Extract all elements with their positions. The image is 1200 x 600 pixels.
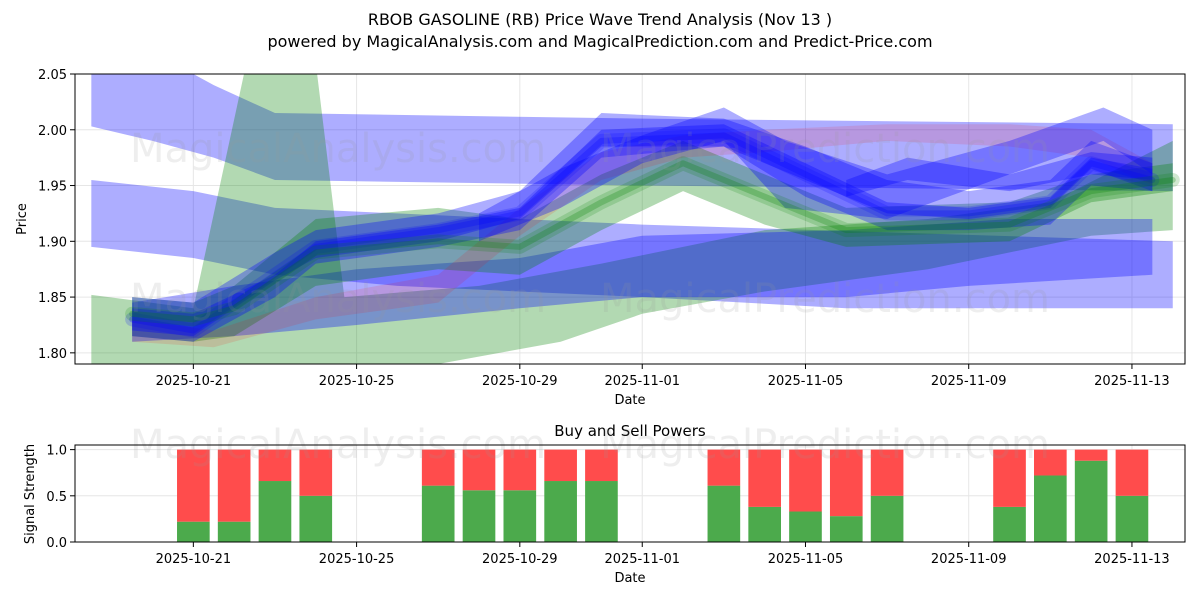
price-core-glow-green — [125, 156, 1180, 327]
sell-bar — [299, 449, 333, 496]
price-core-glow-blue — [125, 128, 1160, 338]
price-band-blue — [479, 107, 1153, 242]
price-y-tick-label: 1.80 — [38, 347, 67, 362]
buy-bar — [462, 490, 496, 542]
buy-bar — [1115, 495, 1149, 542]
sell-bar — [1034, 449, 1067, 476]
signal-x-label: Date — [614, 571, 645, 586]
buy-bar — [707, 485, 741, 542]
price-band-blue — [132, 219, 1153, 342]
sell-bar — [870, 449, 904, 496]
signal-x-tick-label: 2025-10-25 — [319, 552, 395, 567]
buy-bar — [993, 506, 1026, 542]
price-axes-frame — [74, 73, 1186, 365]
buy-bar — [870, 495, 904, 542]
price-y-label: Price — [15, 203, 30, 235]
signal-bars — [177, 449, 1149, 542]
price-band-blue — [846, 152, 1153, 197]
sell-bar — [1074, 449, 1108, 461]
sell-bar — [1115, 449, 1149, 496]
sell-bar — [421, 449, 455, 486]
sell-bar — [217, 449, 251, 522]
signal-x-ticks: 2025-10-21 2025-10-25 2025-10-29 2025-11-01… — [156, 542, 1170, 567]
watermark-right: MagicalPrediction.com — [600, 126, 1050, 172]
price-x-tick-label: 2025-11-13 — [1094, 374, 1170, 389]
buy-bar — [503, 490, 537, 542]
price-y-tick-label: 1.95 — [38, 180, 67, 195]
signal-y-tick-label: 0.5 — [46, 490, 67, 505]
buy-bar — [544, 481, 577, 542]
sell-bar — [258, 449, 292, 482]
signal-x-tick-label: 2025-11-01 — [604, 552, 680, 567]
price-y-tick-label: 1.85 — [38, 291, 67, 306]
price-x-tick-label: 2025-10-25 — [319, 374, 395, 389]
sell-bar — [789, 449, 822, 512]
signal-axes-frame — [74, 444, 1186, 543]
price-band-red — [132, 124, 1153, 348]
price-x-label: Date — [614, 393, 645, 408]
sell-bar — [462, 449, 496, 491]
buy-bar — [299, 495, 333, 542]
signal-y-tick-label: 1.0 — [46, 444, 67, 459]
price-band-green — [132, 140, 1173, 342]
price-core-line-blue — [129, 132, 1156, 334]
price-x-ticks: 2025-10-21 2025-10-25 2025-10-29 2025-11-01… — [156, 364, 1170, 389]
price-wave-panel: MagicalAnalysis.com MagicalPrediction.co… — [15, 68, 1186, 408]
price-y-tick-label: 2.00 — [38, 124, 67, 139]
price-x-tick-label: 2025-11-01 — [604, 374, 680, 389]
buy-bar — [789, 511, 822, 542]
signal-x-tick-label: 2025-10-21 — [156, 552, 232, 567]
chart-title: RBOB GASOLINE (RB) Price Wave Trend Anal… — [368, 10, 832, 29]
signal-x-tick-label: 2025-11-13 — [1094, 552, 1170, 567]
buy-bar — [748, 506, 781, 542]
sell-bar — [544, 449, 577, 482]
price-band-blue — [91, 179, 1173, 309]
signal-y-label: Signal Strength — [23, 444, 38, 544]
price-x-tick-label: 2025-11-09 — [931, 374, 1007, 389]
sell-bar — [748, 449, 781, 507]
watermark-left: MagicalAnalysis.com — [130, 126, 546, 172]
watermark-right-2: MagicalPrediction.com — [600, 276, 1050, 322]
price-core-line-green — [129, 160, 1176, 323]
sell-bar — [503, 449, 537, 491]
price-y-tick-label: 1.90 — [38, 235, 67, 250]
signal-x-tick-label: 2025-11-09 — [931, 552, 1007, 567]
buy-sell-title: Buy and Sell Powers — [554, 422, 706, 440]
price-core-lines — [125, 128, 1180, 338]
buy-bar — [258, 481, 292, 542]
sell-bar — [585, 449, 618, 482]
buy-bar — [1074, 460, 1108, 542]
buy-bar — [421, 485, 455, 542]
buy-sell-panel: Buy and Sell Powers MagicalAnalysis.com … — [23, 422, 1186, 586]
price-x-tick-label: 2025-10-29 — [482, 374, 558, 389]
sell-bar — [707, 449, 741, 486]
signal-x-tick-label: 2025-10-29 — [482, 552, 558, 567]
price-bands — [91, 74, 1173, 364]
buy-bar — [829, 516, 863, 542]
chart-subtitle: powered by MagicalAnalysis.com and Magic… — [267, 32, 932, 51]
signal-y-tick-label: 0.0 — [46, 536, 67, 551]
price-y-tick-label: 2.05 — [38, 68, 67, 83]
price-y-ticks: 1.80 1.85 1.90 1.95 2.00 2.05 — [38, 68, 75, 362]
buy-bar — [177, 521, 210, 542]
signal-x-tick-label: 2025-11-05 — [768, 552, 844, 567]
sell-bar — [829, 449, 863, 517]
signal-y-ticks: 0.0 0.5 1.0 — [46, 444, 75, 551]
buy-bar — [1034, 475, 1067, 542]
price-grid — [75, 73, 1185, 364]
price-x-tick-label: 2025-11-05 — [768, 374, 844, 389]
buy-bar — [217, 521, 251, 542]
sell-bar — [177, 449, 210, 522]
price-x-tick-label: 2025-10-21 — [156, 374, 232, 389]
watermark-left-2: MagicalAnalysis.com — [130, 276, 546, 322]
price-band-green — [91, 74, 1173, 364]
buy-bar — [585, 481, 618, 542]
price-band-blue — [91, 74, 1173, 192]
sell-bar — [993, 449, 1026, 507]
